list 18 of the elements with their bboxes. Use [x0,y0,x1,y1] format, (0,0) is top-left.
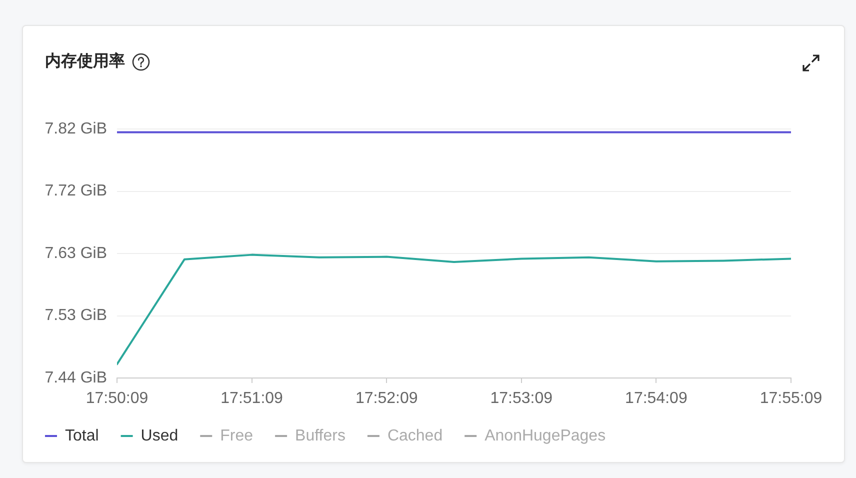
legend-label: Total [65,427,99,444]
x-tick-label: 17:50:09 [86,390,148,408]
y-tick-label: 7.44 GiB [44,369,107,386]
legend-label: AnonHugePages [484,427,606,444]
x-tick-label: 17:51:09 [220,390,284,408]
legend-label: Cached [387,427,443,444]
legend-label: Free [220,427,254,444]
x-tick-label: 17:53:09 [490,390,553,408]
x-tick-label: 17:52:09 [355,390,418,408]
legend-label: Buffers [295,427,346,444]
x-tick-label: 17:54:09 [625,390,688,408]
y-tick-label: 7.72 GiB [44,182,107,200]
y-tick-label: 7.53 GiB [44,307,107,324]
y-tick-label: 7.82 GiB [44,120,107,138]
y-tick-label: 7.63 GiB [44,244,107,262]
legend-label: Used [140,427,178,444]
x-tick-label: 17:55:09 [760,390,822,408]
chart-title: 内存使用率 [45,51,125,72]
